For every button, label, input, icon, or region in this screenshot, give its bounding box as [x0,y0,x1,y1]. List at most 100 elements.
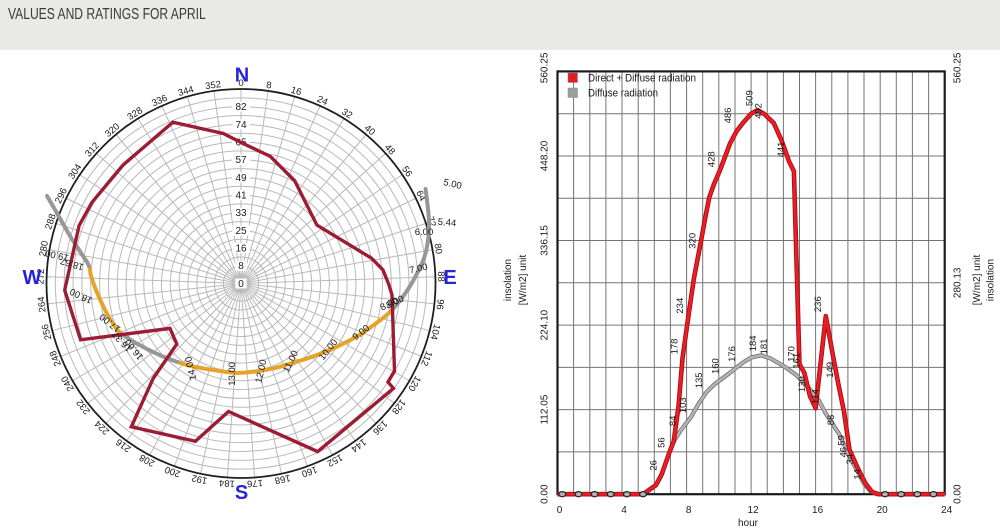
svg-text:N: N [235,65,249,87]
svg-text:41: 41 [235,191,247,202]
svg-text:112.05: 112.05 [540,394,551,424]
svg-text:236: 236 [813,296,824,312]
svg-text:12: 12 [748,505,760,516]
svg-text:14.00: 14.00 [183,355,199,381]
svg-text:Direct + Diffuse radiation: Direct + Diffuse radiation [588,73,696,85]
svg-text:96: 96 [434,299,446,311]
svg-text:14: 14 [853,469,864,480]
svg-text:59: 59 [837,435,848,446]
svg-text:12.00: 12.00 [254,359,270,385]
svg-text:104: 104 [428,323,443,341]
svg-text:5.00: 5.00 [442,177,462,192]
svg-text:7.00: 7.00 [408,262,428,277]
svg-text:170: 170 [787,346,798,362]
svg-text:248: 248 [48,349,64,368]
svg-text:336: 336 [150,93,169,109]
svg-text:8: 8 [686,505,692,516]
svg-text:8: 8 [265,80,272,92]
svg-text:144: 144 [349,436,368,454]
svg-text:24: 24 [941,505,953,516]
svg-text:280: 280 [37,240,51,258]
svg-text:S: S [235,482,248,504]
svg-text:135: 135 [694,372,705,388]
svg-text:176: 176 [247,477,264,489]
svg-text:0.00: 0.00 [953,484,964,504]
svg-text:insolation: insolation [503,259,514,301]
svg-text:128: 128 [389,397,407,416]
svg-text:0: 0 [238,279,244,290]
svg-text:40: 40 [362,123,377,138]
svg-text:234: 234 [675,298,686,314]
svg-text:178: 178 [670,339,681,355]
svg-text:[W/m2] unit: [W/m2] unit [972,255,983,306]
svg-text:74: 74 [235,120,247,131]
svg-text:560.25: 560.25 [540,52,551,83]
svg-text:0: 0 [557,505,563,516]
svg-text:312: 312 [83,140,102,159]
svg-text:130: 130 [797,376,808,392]
svg-text:176: 176 [727,346,738,362]
svg-text:240: 240 [59,374,76,393]
svg-text:441: 441 [776,142,787,158]
svg-text:112: 112 [418,349,434,367]
svg-text:184: 184 [748,335,759,351]
svg-text:6.00: 6.00 [415,227,434,238]
svg-text:448.20: 448.20 [540,140,551,171]
svg-text:56: 56 [399,164,414,179]
svg-text:46: 46 [839,447,850,458]
svg-text:272: 272 [36,268,48,284]
svg-text:0: 0 [238,78,243,89]
svg-text:103: 103 [678,397,689,413]
svg-text:32: 32 [339,107,354,122]
svg-text:320: 320 [687,233,698,249]
svg-text:184: 184 [219,477,236,489]
svg-text:160: 160 [300,463,319,479]
svg-text:Diffuse radiation: Diffuse radiation [588,88,658,100]
svg-text:16: 16 [289,85,302,98]
svg-text:120: 120 [405,374,422,393]
svg-text:224.10: 224.10 [540,309,551,340]
svg-text:[W/m2] unit: [W/m2] unit [518,255,529,306]
svg-text:25: 25 [235,226,247,237]
svg-text:E: E [443,267,456,289]
svg-text:264: 264 [36,296,49,313]
svg-text:88: 88 [435,271,446,282]
svg-text:4: 4 [621,505,627,516]
svg-text:33: 33 [235,208,247,219]
svg-text:181: 181 [759,339,770,355]
svg-text:19.00: 19.00 [44,247,70,263]
svg-text:0.00: 0.00 [540,484,551,504]
svg-text:16: 16 [235,244,247,255]
svg-text:17.00: 17.00 [98,311,123,334]
svg-text:509: 509 [745,90,756,106]
svg-text:336.15: 336.15 [540,225,551,256]
svg-text:80: 80 [431,243,444,255]
svg-text:5.44: 5.44 [437,217,456,229]
svg-text:232: 232 [74,397,92,416]
svg-text:192: 192 [191,472,209,486]
svg-text:256: 256 [40,323,55,341]
svg-text:34: 34 [845,454,856,465]
svg-text:insolation: insolation [986,259,997,301]
svg-text:280.13: 280.13 [953,267,964,298]
svg-text:200: 200 [163,463,182,479]
svg-text:24: 24 [315,94,329,108]
svg-text:352: 352 [205,79,222,92]
svg-text:16: 16 [812,505,824,516]
svg-text:560.25: 560.25 [953,52,964,83]
svg-text:492: 492 [753,103,764,119]
svg-text:114: 114 [811,389,822,404]
svg-text:149: 149 [825,362,836,378]
svg-text:W: W [23,267,42,289]
svg-text:328: 328 [126,105,145,123]
svg-text:84: 84 [668,416,679,427]
svg-text:304: 304 [66,162,84,181]
svg-text:344: 344 [177,84,195,99]
svg-text:86: 86 [826,415,837,426]
svg-text:49: 49 [235,173,247,184]
svg-text:320: 320 [103,121,122,140]
svg-text:288: 288 [43,213,58,231]
svg-text:161: 161 [791,353,802,369]
svg-text:168: 168 [274,472,292,486]
svg-text:8: 8 [238,261,244,272]
